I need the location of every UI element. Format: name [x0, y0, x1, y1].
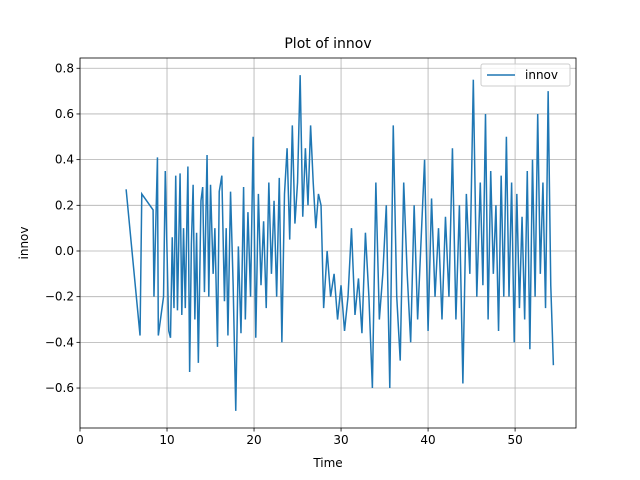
x-tick-label: 30	[333, 433, 348, 447]
legend: innov	[480, 63, 571, 87]
y-tick-label: 0.2	[55, 198, 74, 212]
legend-box	[480, 63, 571, 87]
chart-title: Plot of innov	[284, 36, 371, 52]
y-tick-label: −0.4	[45, 335, 74, 349]
line-series	[125, 75, 555, 411]
x-tick-label: 40	[420, 433, 435, 447]
y-axis-label: innov	[17, 227, 31, 260]
axes-frame	[79, 57, 577, 429]
y-tick-label: −0.2	[45, 290, 74, 304]
x-tick-label: 10	[159, 433, 174, 447]
x-tick-label: 0	[76, 433, 84, 447]
plot-area	[125, 75, 555, 411]
y-tick-label: 0.6	[55, 107, 74, 121]
x-axis-label: Time	[312, 456, 342, 470]
legend-label: innov	[525, 68, 558, 82]
y-tick-label: 0.8	[55, 61, 74, 75]
y-tick-label: 0.4	[55, 153, 74, 167]
x-tick-label: 20	[246, 433, 261, 447]
x-tick-label: 50	[507, 433, 522, 447]
y-tick-label: 0.0	[55, 244, 74, 258]
y-tick-label: −0.6	[45, 381, 74, 395]
